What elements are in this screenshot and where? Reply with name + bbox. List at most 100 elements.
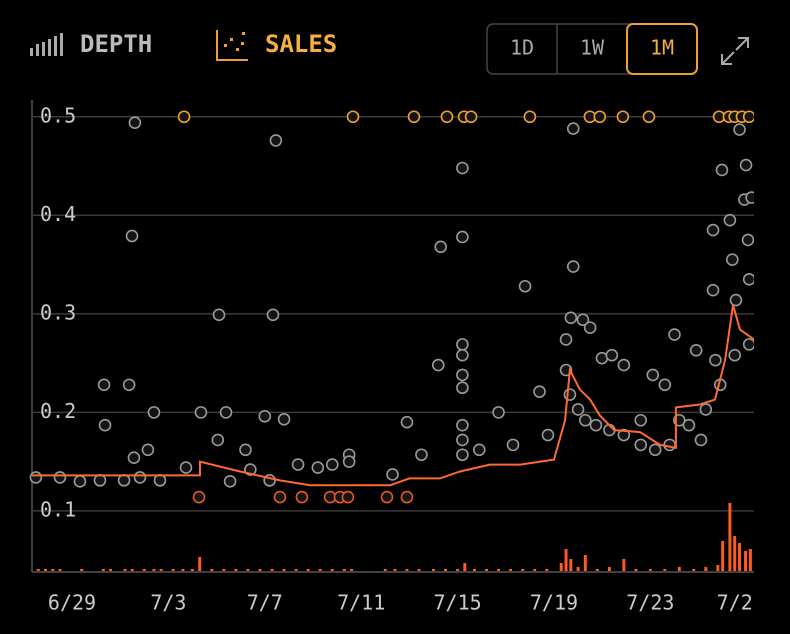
depth-tab[interactable]: DEPTH	[30, 30, 152, 58]
volume-bar	[521, 569, 525, 571]
sale-point	[73, 475, 87, 488]
sale-point	[464, 110, 478, 124]
volume-bar	[190, 569, 194, 571]
sale-point	[93, 474, 107, 487]
sale-point	[634, 438, 648, 452]
sale-point	[733, 123, 746, 136]
volume-bar	[58, 569, 62, 571]
x-tick-label: 7/15	[433, 591, 481, 615]
volume-bar	[648, 569, 652, 571]
x-tick-label: 6/29	[48, 591, 96, 615]
sale-point	[533, 385, 546, 398]
y-tick-label: 0.3	[40, 300, 76, 324]
volume-bar	[417, 569, 421, 571]
sale-point	[728, 348, 742, 362]
sale-point	[400, 490, 414, 504]
volume-bar	[181, 569, 185, 571]
sale-point	[456, 448, 469, 462]
sale-point	[325, 458, 339, 471]
sale-point	[709, 353, 722, 367]
volume-bar	[456, 569, 460, 571]
sale-point	[658, 378, 672, 392]
sale-point	[706, 283, 720, 297]
sale-point	[566, 122, 580, 135]
range-button[interactable]: 1W	[580, 36, 605, 60]
expand-button[interactable]	[721, 37, 749, 65]
volume-bar	[393, 569, 397, 571]
y-tick-label: 0.1	[40, 497, 76, 521]
sale-point	[125, 229, 139, 243]
volume-bar	[716, 565, 720, 571]
x-tick-label: 7/7	[247, 591, 283, 615]
tab-label: DEPTH	[80, 30, 152, 58]
sale-point	[566, 260, 580, 273]
x-tick-label: 7/19	[530, 591, 578, 615]
sale-point	[682, 418, 696, 432]
sale-point	[492, 406, 505, 419]
sales-tab[interactable]: SALES	[216, 30, 337, 61]
sale-point	[386, 468, 399, 481]
volume-bar	[721, 541, 725, 571]
range-button[interactable]: 1D	[510, 36, 534, 60]
sale-point	[291, 458, 305, 471]
plot: 0.1 0.2 0.3 0.4 0.5 6/29 7/3 7/7 7/11 7/15 7/19 7/2…	[29, 100, 754, 615]
volume-bar	[634, 569, 638, 571]
sales-icon-dots	[224, 32, 245, 51]
sale-point	[593, 110, 607, 124]
sale-point	[141, 443, 155, 457]
range-button[interactable]: 1M	[650, 36, 674, 60]
sale-point	[456, 381, 469, 395]
volume-bar	[210, 569, 214, 571]
sale-point	[341, 490, 355, 504]
sale-point	[98, 418, 112, 432]
volume-bar	[36, 569, 40, 571]
volume-bar	[222, 569, 226, 571]
sale-point	[456, 338, 469, 351]
sale-point	[563, 388, 577, 401]
volume-bar	[622, 559, 626, 571]
sale-point	[295, 490, 309, 504]
sale-point	[564, 311, 578, 325]
volume-bar	[728, 503, 732, 571]
volume-bar	[569, 559, 573, 571]
sale-point	[456, 433, 469, 447]
volume-bar	[509, 569, 513, 571]
sale-point	[723, 213, 737, 227]
sale-point	[117, 474, 131, 487]
sale-point	[97, 378, 111, 392]
volume-bar	[171, 569, 175, 571]
volume-bar	[576, 567, 580, 571]
volume-bar	[282, 569, 286, 571]
x-tick-label: 7/23	[626, 591, 674, 615]
volume-bar	[692, 569, 696, 571]
volume-bar	[595, 569, 599, 571]
sale-point	[634, 413, 648, 427]
volume-bar	[545, 569, 549, 571]
volume-bar	[152, 569, 156, 571]
volume-bar	[130, 569, 134, 571]
sale-point	[617, 358, 631, 372]
x-tick-label: 7/11	[337, 591, 385, 615]
volume-bar	[431, 569, 435, 571]
sale-point	[133, 471, 147, 484]
sale-point	[506, 438, 520, 452]
volume-bar	[234, 569, 238, 571]
sale-point	[689, 343, 703, 357]
sale-point	[616, 110, 630, 124]
sale-point	[400, 415, 414, 429]
sale-point	[456, 161, 469, 175]
floor-line	[32, 304, 754, 487]
sale-point	[239, 443, 252, 457]
volume-bar	[246, 569, 250, 571]
volume-bar	[294, 569, 298, 571]
sale-point	[742, 110, 754, 124]
sale-point	[699, 403, 713, 416]
sale-point	[456, 230, 469, 244]
sale-point	[440, 110, 454, 124]
sale-point	[194, 406, 208, 419]
sale-point	[589, 418, 603, 432]
sale-point	[518, 279, 532, 293]
sale-point	[456, 368, 469, 382]
